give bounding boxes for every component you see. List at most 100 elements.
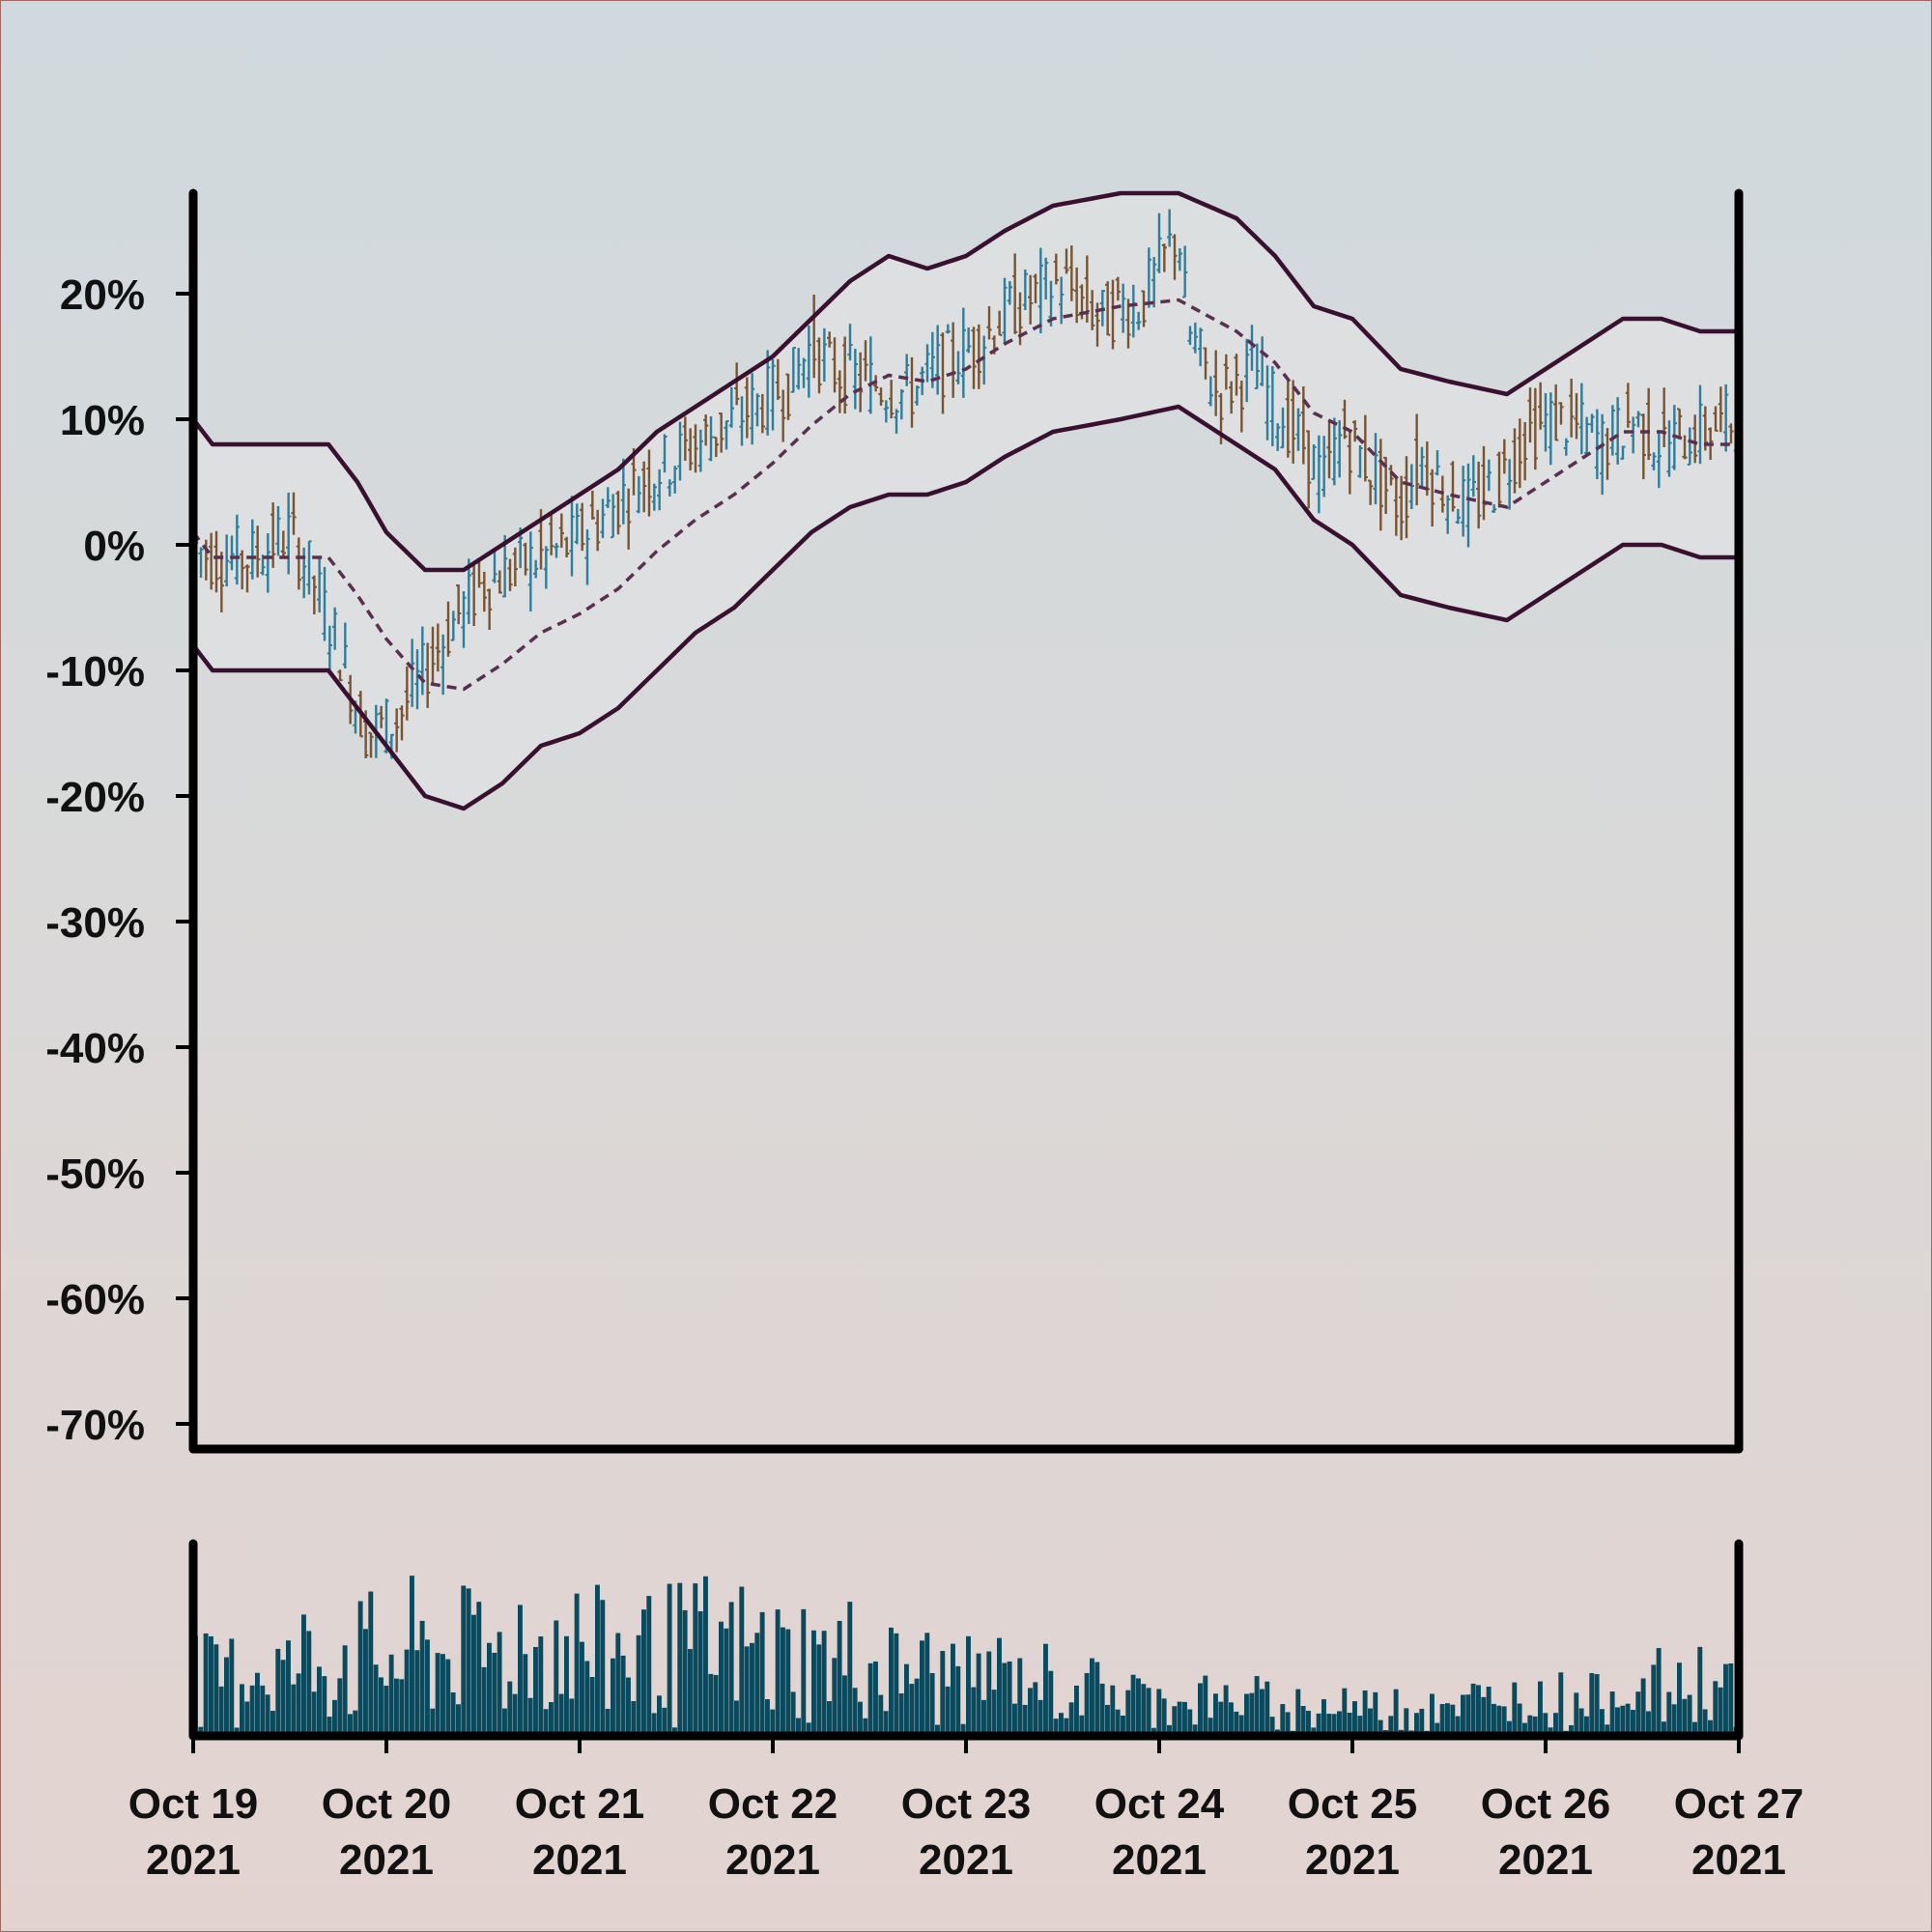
ohlc-bar	[1342, 399, 1348, 440]
volume-bar	[744, 1646, 750, 1736]
volume-bar	[904, 1663, 909, 1736]
volume-bar	[306, 1631, 312, 1736]
ohlc-bar	[1517, 418, 1522, 489]
volume-bar	[1053, 1719, 1059, 1736]
ohlc-bar	[471, 563, 477, 626]
ohlc-bar	[394, 708, 400, 753]
volume-bar	[914, 1678, 920, 1736]
volume-bar	[1043, 1643, 1048, 1736]
volume-bar	[1285, 1712, 1291, 1736]
volume-bar	[724, 1628, 729, 1736]
volume-bar	[1125, 1690, 1131, 1736]
ohlc-bar	[1269, 365, 1275, 447]
volume-bar	[1326, 1713, 1332, 1736]
volume-bar	[1337, 1711, 1342, 1736]
volume-bar	[384, 1686, 389, 1736]
volume-bar	[971, 1687, 977, 1736]
volume-bar	[909, 1684, 915, 1736]
volume-bar	[1229, 1702, 1234, 1736]
volume-bar	[1445, 1703, 1450, 1736]
volume-bar	[641, 1609, 646, 1736]
volume-bar	[713, 1674, 719, 1736]
volume-bar	[518, 1605, 523, 1736]
volume-bar	[1300, 1706, 1306, 1736]
volume-bar	[651, 1713, 657, 1736]
volume-bar	[960, 1723, 966, 1736]
volume-bar	[481, 1666, 487, 1736]
volume-bar	[1218, 1701, 1224, 1736]
ohlc-bar	[450, 611, 456, 641]
volume-bar	[754, 1633, 760, 1736]
volume-bar	[487, 1642, 492, 1736]
volume-bar	[1461, 1694, 1465, 1736]
volume-bar	[1234, 1711, 1239, 1736]
x-tick-label-date: Oct 27	[1674, 1780, 1804, 1828]
x-tick-label-date: Oct 24	[1094, 1780, 1225, 1828]
ohlc-bar	[703, 414, 709, 446]
volume-bar	[981, 1699, 986, 1736]
ohlc-bar	[785, 373, 791, 420]
ohlc-bar	[445, 601, 451, 657]
volume-bar	[198, 1726, 204, 1736]
volume-bar	[894, 1633, 899, 1736]
volume-bar	[332, 1699, 337, 1736]
ohlc-bar	[1064, 248, 1069, 274]
volume-bar	[1007, 1661, 1012, 1736]
axes: 20% 10% 0% -10% -20% -30% -40% -50% -60% -70% Oct …	[45, 188, 1804, 1884]
volume-bar	[399, 1679, 405, 1736]
volume-bar	[1037, 1699, 1043, 1736]
ohlc-bar	[728, 386, 734, 428]
volume-bar	[1481, 1696, 1487, 1736]
ohlc-bar	[224, 534, 230, 587]
ohlc-bar	[569, 496, 575, 577]
ohlc-bar	[461, 591, 467, 648]
volume-bar	[589, 1676, 595, 1736]
y-tick-label: 0%	[83, 523, 145, 570]
volume-bar	[1600, 1709, 1605, 1736]
ohlc-bar	[781, 389, 786, 442]
volume-bar	[1651, 1664, 1657, 1736]
ohlc-bar	[801, 357, 807, 388]
ohlc-bar	[1692, 414, 1698, 464]
volume-bar	[507, 1681, 513, 1736]
volume-bar	[1177, 1701, 1182, 1736]
ohlc-bar	[1393, 475, 1399, 536]
ohlc-bar	[1028, 274, 1034, 325]
ohlc-bar	[1352, 420, 1358, 442]
ohlc-bar	[255, 526, 261, 578]
ohlc-bar	[1543, 393, 1548, 452]
volume-bar	[785, 1629, 791, 1736]
ohlc-bar	[1651, 452, 1657, 470]
volume-bar	[348, 1714, 353, 1736]
ohlc-bar	[620, 458, 626, 525]
volume-bar	[790, 1691, 796, 1736]
price-panel	[191, 190, 1739, 811]
ohlc-bar	[466, 558, 471, 625]
ohlc-bar	[260, 554, 266, 576]
ohlc-bar	[935, 325, 941, 395]
volume-bar	[1507, 1720, 1512, 1736]
volume-bar	[611, 1658, 615, 1736]
volume-bar	[739, 1586, 745, 1736]
ohlc-bar	[1280, 407, 1286, 449]
volume-bar	[1022, 1704, 1028, 1736]
ohlc-bar	[1291, 380, 1296, 464]
volume-bar	[260, 1685, 266, 1736]
volume-bar	[1646, 1711, 1651, 1736]
volume-bar	[296, 1673, 301, 1736]
ohlc-bar	[976, 324, 981, 389]
ohlc-bar	[626, 488, 632, 550]
volume-bar	[1501, 1706, 1507, 1736]
ohlc-bar	[404, 666, 410, 721]
ohlc-bar	[889, 380, 895, 419]
ohlc-bar	[280, 530, 286, 557]
ohlc-bar	[399, 705, 405, 741]
volume-bar	[667, 1583, 672, 1736]
ohlc-bar	[914, 385, 920, 406]
volume-bar	[466, 1588, 471, 1736]
ohlc-bar	[986, 305, 992, 340]
volume-bar	[945, 1686, 951, 1736]
ohlc-bar	[1182, 245, 1188, 298]
volume-bar	[1393, 1689, 1399, 1736]
ohlc-bar	[1578, 383, 1584, 455]
